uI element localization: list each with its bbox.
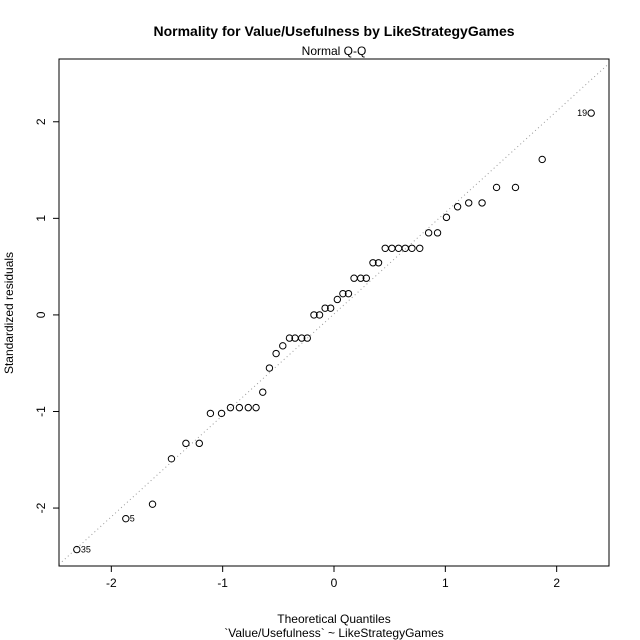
data-point	[217, 409, 226, 418]
data-point	[394, 244, 403, 252]
data-point	[453, 203, 462, 211]
data-point	[424, 229, 433, 237]
data-point	[465, 199, 473, 207]
data-point	[122, 514, 130, 523]
data-point	[321, 304, 329, 312]
data-point	[357, 274, 365, 282]
y-tick-label: 0	[34, 311, 48, 318]
data-point	[433, 229, 442, 237]
data-point	[244, 403, 252, 412]
x-tick-label: 2	[553, 576, 560, 590]
data-point	[350, 274, 358, 282]
y-axis-label: Standardized residuals	[2, 252, 16, 374]
y-tick-label: 1	[34, 215, 48, 222]
data-point	[333, 295, 342, 304]
y-tick-label: 2	[34, 118, 48, 125]
data-point	[381, 244, 389, 252]
data-point	[226, 403, 235, 412]
data-point	[235, 403, 244, 412]
chart-title: Normality for Value/Usefulness by LikeSt…	[153, 23, 514, 39]
data-point	[279, 342, 287, 350]
data-point	[303, 334, 311, 342]
data-point	[416, 244, 424, 252]
data-point	[587, 109, 595, 117]
point-label: 19	[577, 108, 587, 118]
data-point	[73, 545, 81, 554]
data-point	[408, 244, 416, 252]
data-point	[388, 244, 396, 252]
plot-frame	[58, 58, 610, 567]
data-point	[401, 244, 409, 252]
data-point	[374, 259, 383, 267]
data-point	[478, 199, 486, 207]
y-axis: -2 -1 0 1 2	[34, 118, 59, 513]
data-point	[272, 349, 280, 358]
x-axis: -2 -1 0 1 2	[106, 566, 560, 590]
x-tick-label: 0	[331, 576, 338, 590]
data-point	[195, 439, 203, 448]
data-point	[148, 500, 157, 508]
data-point	[369, 259, 377, 267]
data-point	[206, 409, 215, 418]
data-points: 35 5 19	[73, 108, 595, 555]
data-point	[492, 183, 501, 192]
y-tick-label: -1	[34, 406, 48, 417]
data-point	[182, 439, 190, 448]
data-point	[511, 183, 520, 192]
data-point	[339, 289, 347, 298]
y-tick-label: -2	[34, 502, 48, 513]
chart-subtitle: Normal Q-Q	[302, 44, 367, 58]
data-point	[259, 388, 267, 396]
x-tick-label: -2	[106, 576, 117, 590]
point-label: 35	[81, 545, 91, 555]
data-point	[298, 334, 306, 342]
data-point	[442, 213, 451, 222]
reference-line	[58, 63, 610, 565]
data-point	[344, 289, 353, 298]
data-point	[315, 311, 324, 319]
data-point	[538, 155, 546, 164]
data-point	[252, 403, 260, 412]
x-axis-label: Theoretical Quantiles	[277, 612, 390, 626]
data-point	[310, 311, 318, 319]
data-point	[285, 334, 294, 342]
data-point	[265, 364, 274, 372]
point-label: 5	[130, 514, 135, 524]
data-point	[167, 455, 176, 463]
data-point	[326, 304, 335, 312]
x-tick-label: 1	[442, 576, 449, 590]
x-tick-label: -1	[217, 576, 228, 590]
data-point	[362, 274, 370, 282]
x-axis-sublabel: `Value/Usefulness` ~ LikeStrategyGames	[224, 626, 444, 640]
